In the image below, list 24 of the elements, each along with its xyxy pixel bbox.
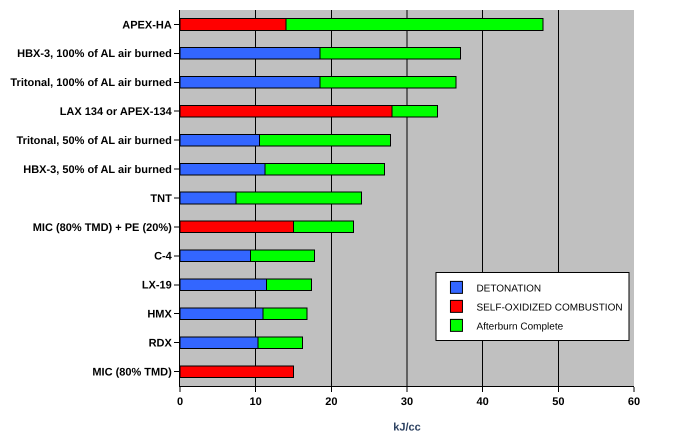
x-tick-label: 20 [325,396,338,408]
x-tick-label: 0 [176,396,184,408]
legend-label: SELF-OXIDIZED COMBUSTION [476,302,623,314]
y-tick-label: HBX-3, 100% of AL air burned [17,48,172,60]
y-tick-label: HMX [147,308,172,321]
y-tick-label: Tritonal, 100% of AL air burned [10,77,172,90]
x-tick-label: 10 [250,396,262,408]
x-tick-label: 30 [400,396,414,408]
y-tick-label: RDX [148,337,172,350]
legend-label: Afterburn Complete [476,321,564,332]
y-tick-label: Tritonal, 50% of AL air burned [16,135,172,147]
y-tick-label: C-4 [154,250,173,263]
y-tick-label: APEX-HA [122,19,172,32]
y-tick-label: MIC (80% TMD) [92,366,172,378]
y-tick-label: LX-19 [142,280,172,292]
y-tick-label: TNT [150,192,172,205]
legend-label: DETONATION [476,283,542,294]
x-tick-label: 40 [476,396,489,408]
x-tick-label: 50 [552,396,564,408]
y-tick-label: MIC (80% TMD) + PE (20%) [32,222,172,234]
x-axis-title: kJ/cc [393,421,421,434]
x-tick-label: 60 [628,396,640,408]
y-tick-label: HBX-3, 50% of AL air burned [23,164,172,176]
y-tick-label: LAX 134 or APEX-134 [60,106,173,118]
